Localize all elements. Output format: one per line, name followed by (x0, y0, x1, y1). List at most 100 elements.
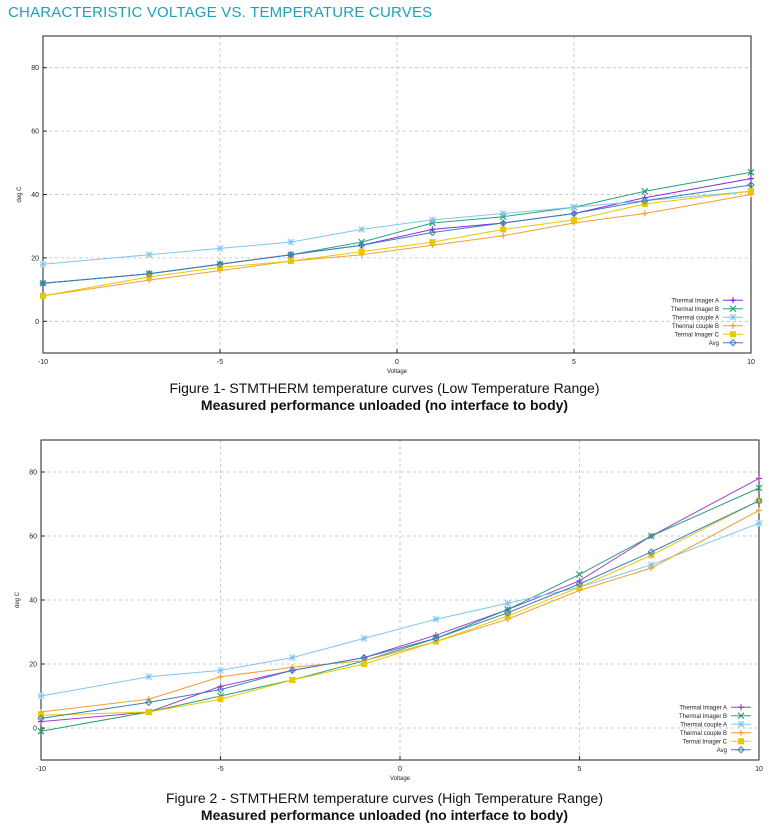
figure-2-caption: Figure 2 - STMTHERM temperature curves (… (0, 790, 769, 824)
data-point (216, 245, 224, 252)
data-point (288, 654, 296, 661)
series-avg (39, 181, 755, 287)
data-point (570, 209, 578, 218)
figure-2-subtitle: Measured performance unloaded (no interf… (200, 807, 569, 823)
legend-marker (738, 729, 744, 736)
data-point (145, 709, 152, 715)
data-point (503, 609, 512, 617)
data-point (40, 292, 46, 299)
legend-marker (730, 322, 736, 329)
data-point (641, 197, 649, 205)
x-tick-label: 5 (578, 766, 582, 773)
data-point (288, 666, 297, 675)
data-point (287, 258, 294, 265)
series-line (40, 477, 760, 723)
grid-lines (42, 36, 752, 353)
y-tick-label: 80 (31, 65, 39, 72)
y-axis-label: deg C (15, 591, 21, 608)
legend-label: Termal Imager C (683, 739, 728, 745)
data-point (217, 667, 224, 674)
x-tick-label: 10 (755, 766, 763, 773)
data-point (576, 570, 583, 578)
legend-label: Termal Imager C (675, 332, 720, 338)
data-point (500, 232, 507, 239)
legend-marker (737, 720, 745, 728)
data-point (357, 241, 366, 249)
data-point (145, 251, 153, 259)
data-point (145, 673, 153, 681)
data-point (647, 532, 655, 540)
data-point (358, 248, 365, 255)
series-line (42, 184, 752, 284)
series-line (42, 194, 752, 297)
series-avg (37, 497, 763, 723)
legend-label: Thermal Imager B (679, 714, 727, 720)
data-point (360, 635, 368, 642)
series-line (40, 487, 760, 732)
data-point (747, 168, 755, 176)
data-point (648, 565, 655, 571)
x-tick-label: -5 (217, 766, 223, 773)
legend-marker (738, 704, 744, 711)
data-point (217, 696, 224, 703)
y-tick-label: 0 (35, 319, 39, 326)
data-point (641, 210, 648, 217)
legend-label: Avg (709, 341, 719, 347)
series-line (42, 190, 752, 265)
legend-marker (730, 297, 736, 304)
y-tick-label: 60 (29, 534, 37, 541)
data-point (217, 673, 224, 680)
data-point (432, 634, 440, 643)
chart-low-temperature: -10 -5 0 5 10 0 20 40 60 80 Voltage deg C Thermal Im… (17, 35, 755, 375)
legend-marker (729, 305, 737, 313)
data-point (37, 727, 45, 735)
data-point (358, 226, 365, 233)
data-point (216, 685, 225, 694)
legend-label: Thermal couple A (680, 722, 727, 728)
data-point (428, 228, 437, 237)
data-point (756, 475, 762, 482)
legend-marker (738, 738, 744, 745)
y-tick-label: 40 (31, 192, 39, 199)
y-tick-label: 0 (33, 726, 37, 733)
legend-marker (730, 331, 736, 338)
data-point (432, 615, 440, 623)
page-title: CHARACTERISTIC VOLTAGE VS. TEMPERATURE C… (8, 4, 433, 21)
data-point (37, 692, 45, 700)
data-point (499, 210, 507, 217)
legend-label: Thermal couple A (672, 315, 719, 321)
data-point (428, 219, 436, 227)
data-point (37, 714, 45, 723)
legend-label: Thermal Imager A (679, 705, 727, 711)
y-tick-label: 60 (31, 129, 39, 136)
figure-1-subtitle: Measured performance unloaded (no interf… (200, 397, 569, 413)
series-line (40, 500, 760, 719)
data-point (499, 213, 507, 221)
legend-marker (737, 712, 745, 720)
x-tick-label: 5 (572, 359, 576, 366)
legend-marker (737, 746, 745, 754)
legend-label: Thermal couple B (672, 324, 719, 330)
legend-label: Thermal Imager A (671, 298, 719, 304)
x-tick-label: 0 (395, 359, 399, 366)
y-tick-label: 20 (29, 662, 37, 669)
data-point (747, 181, 755, 189)
x-tick-label: 0 (398, 766, 402, 773)
data-point (289, 677, 296, 683)
data-point (575, 580, 584, 588)
data-point (144, 698, 153, 707)
data-point (429, 216, 436, 224)
data-point (641, 187, 649, 195)
data-point (647, 548, 656, 556)
legend: Thermal Imager A Thermal Imager B Thermal … (671, 297, 743, 347)
x-tick-label: -10 (38, 359, 48, 366)
data-point (287, 251, 295, 259)
series-line (42, 190, 752, 297)
data-point (756, 507, 762, 514)
x-axis-label: Voltage (390, 776, 411, 782)
data-point (361, 661, 368, 667)
legend-label: Thermal Imager B (671, 307, 719, 313)
series-line (40, 500, 760, 716)
data-point (39, 279, 47, 287)
legend: Thermal Imager A Thermal Imager B Thermal … (679, 704, 751, 754)
